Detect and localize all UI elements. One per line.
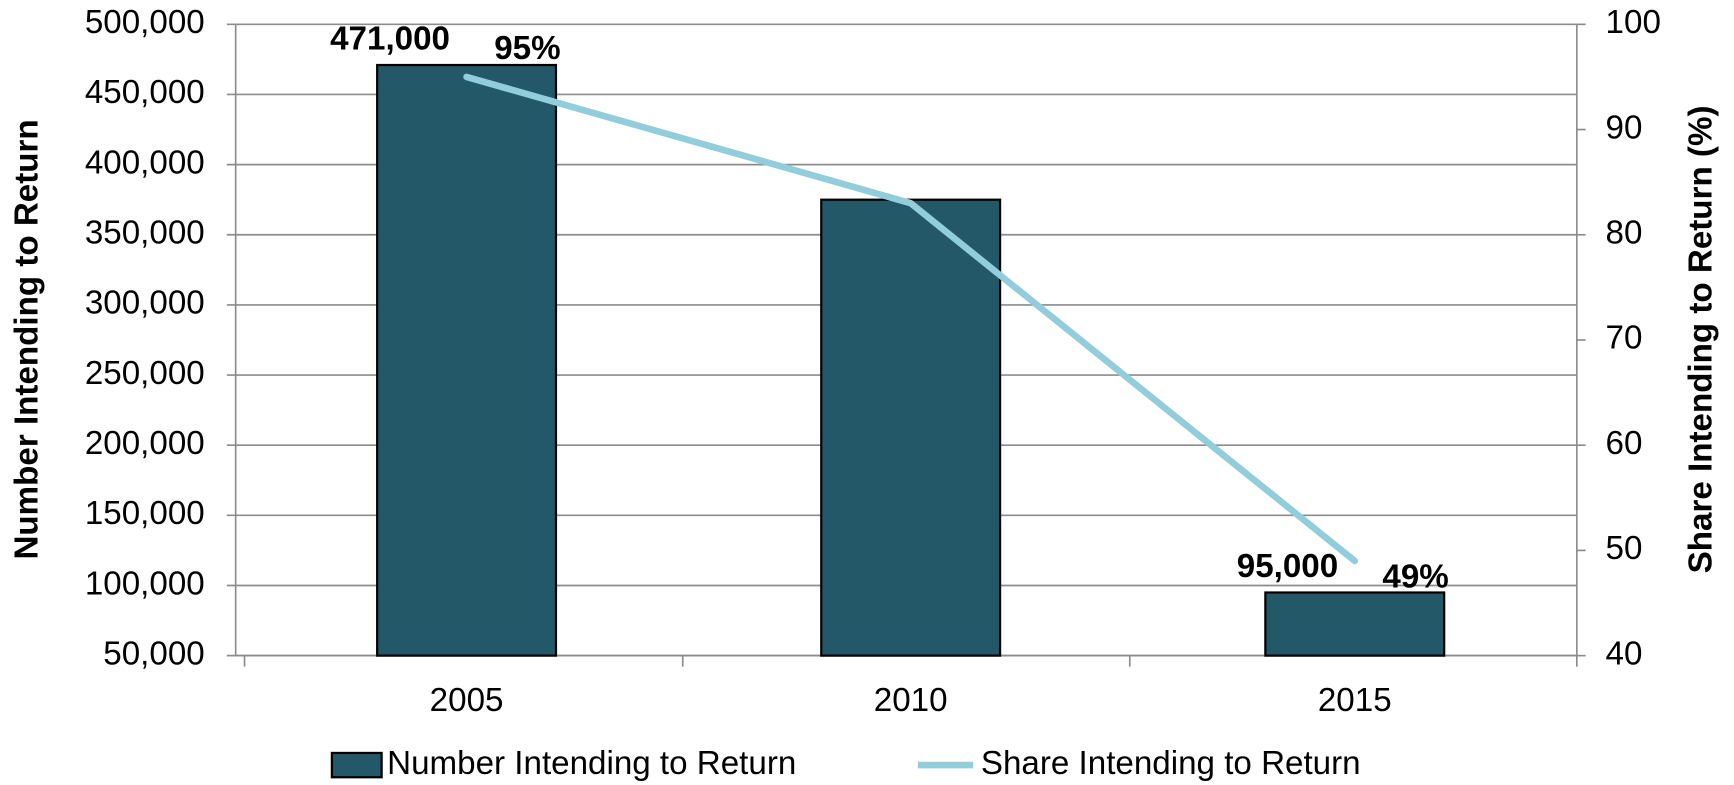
x-tick-label: 2010	[874, 682, 948, 719]
y2-tick-label: 70	[1606, 320, 1643, 357]
y2-axis-title: Share Intending to Return (%)	[1683, 105, 1720, 573]
bar-value-label: 95,000	[1237, 548, 1338, 585]
y-tick-label: 50,000	[103, 635, 204, 672]
bar	[376, 63, 558, 657]
y-tick-label: 450,000	[85, 74, 205, 111]
y2-tick-label: 90	[1606, 109, 1643, 146]
y-tick-label: 500,000	[85, 4, 205, 41]
y-tick-label: 250,000	[85, 355, 205, 392]
line-value-label: 95%	[494, 30, 560, 67]
y-tick-label: 350,000	[85, 215, 205, 252]
y-axis-title: Number Intending to Return	[9, 119, 46, 559]
x-tick-label: 2015	[1318, 682, 1392, 719]
y-tick-label: 200,000	[85, 425, 205, 462]
y2-tick-label: 100	[1606, 4, 1661, 41]
y2-tick-label: 60	[1606, 425, 1643, 462]
line	[463, 73, 1359, 565]
legend-label: Share Intending to Return	[981, 745, 1361, 782]
line-value-label: 49%	[1382, 558, 1448, 595]
y2-tick-label: 40	[1606, 635, 1643, 672]
y2-tick-label: 50	[1606, 530, 1643, 567]
bar	[820, 198, 1002, 657]
legend-label: Number Intending to Return	[387, 745, 796, 782]
legend-swatch	[330, 751, 383, 779]
x-tick-label: 2005	[430, 682, 504, 719]
y-tick-label: 150,000	[85, 495, 205, 532]
y2-tick-label: 80	[1606, 215, 1643, 252]
y-tick-label: 100,000	[85, 565, 205, 602]
y-tick-label: 400,000	[85, 144, 205, 181]
bar	[1264, 591, 1446, 657]
bar-value-label: 471,000	[330, 20, 450, 57]
y-tick-label: 300,000	[85, 285, 205, 322]
